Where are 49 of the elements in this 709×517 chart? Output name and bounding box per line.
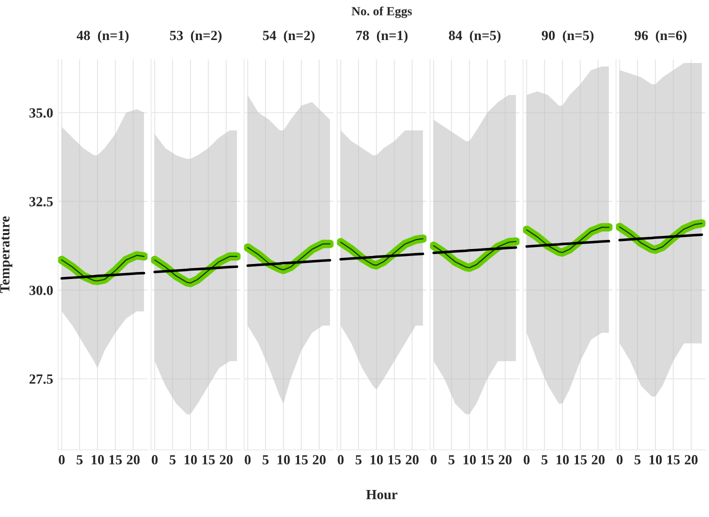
chart-title: 84 (n=5) — [448, 30, 501, 43]
x-tick-label: 20 — [498, 455, 512, 464]
chart-title: 48 (n=1) — [76, 30, 129, 43]
y-tick-label: 32.5 — [29, 197, 53, 206]
x-tick-label: 0 — [244, 455, 251, 464]
x-tick-label: 20 — [592, 455, 605, 464]
x-tick-label: 10 — [556, 455, 569, 464]
chart-title: 90 (n=5) — [542, 30, 594, 43]
x-tick-label: 10 — [278, 455, 290, 464]
x-tick-label: 10 — [650, 455, 662, 464]
x-tick-label: 0 — [524, 455, 530, 464]
x-tick-label: 20 — [220, 455, 233, 464]
text: No. of Eggs — [352, 6, 412, 18]
x-tick-label: 5 — [76, 455, 83, 464]
x-tick-label: 0 — [430, 455, 437, 464]
x-tick-label: 0 — [58, 455, 65, 464]
x-axis-title: Hour — [366, 490, 398, 500]
x-tick-label: 15 — [574, 455, 587, 464]
y-axis-title: Temperature — [0, 216, 12, 293]
x-tick-label: 15 — [667, 455, 680, 464]
x-tick-label: 20 — [126, 455, 140, 464]
y-tick-label: 35.0 — [29, 108, 53, 118]
x-tick-label: 10 — [184, 455, 197, 464]
x-tick-label: 0 — [338, 455, 344, 464]
y-tick-label: 30.0 — [29, 286, 53, 296]
x-tick-label: 15 — [202, 455, 215, 464]
x-tick-label: 15 — [296, 455, 308, 464]
x-tick-label: 10 — [92, 455, 104, 464]
x-tick-label: 20 — [684, 455, 698, 464]
x-tick-label: 10 — [370, 455, 383, 464]
chart-title: 53 (n=2) — [170, 30, 222, 43]
chart-title: 54 (n=2) — [263, 30, 315, 43]
x-tick-label: 10 — [464, 455, 476, 464]
x-tick-label: 20 — [312, 455, 326, 464]
y-tick-label: 27.5 — [30, 374, 53, 384]
x-tick-label: 5 — [262, 455, 269, 464]
x-tick-label: 5 — [170, 455, 176, 464]
x-tick-label: 5 — [542, 455, 548, 464]
chart-title: 96 (n=6) — [634, 30, 686, 43]
x-tick-label: 0 — [152, 455, 158, 464]
x-tick-label: 0 — [616, 455, 623, 464]
x-tick-label: 15 — [481, 455, 494, 464]
chart-title: 78 (n=1) — [356, 30, 408, 43]
x-tick-label: 5 — [448, 455, 454, 464]
x-tick-label: 15 — [110, 455, 122, 464]
x-tick-label: 20 — [406, 455, 419, 464]
x-tick-label: 5 — [634, 455, 640, 464]
x-tick-label: 15 — [388, 455, 401, 464]
x-tick-label: 5 — [356, 455, 362, 464]
